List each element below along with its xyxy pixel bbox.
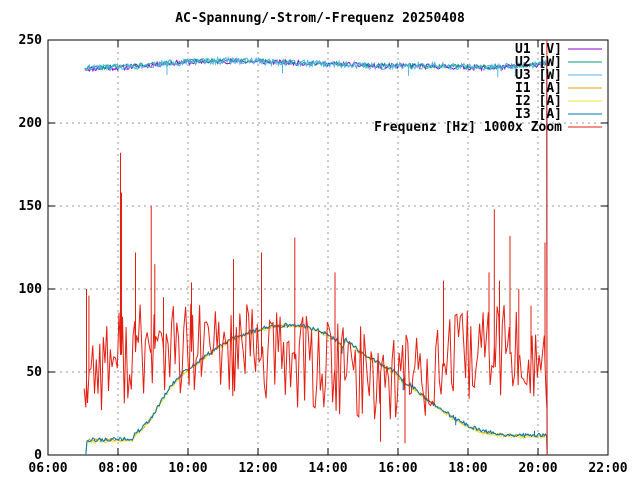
x-tick-label: 14:00 [308, 461, 347, 476]
x-tick-label: 06:00 [28, 461, 67, 476]
legend-label-Frequenz: Frequenz [Hz] 1000x Zoom [374, 120, 562, 135]
legend-label-U2: U2 [W] [515, 55, 562, 70]
y-tick-label: 150 [19, 199, 43, 214]
x-tick-label: 20:00 [518, 461, 557, 476]
legend: U1 [V]U2 [W]U3 [W]I1 [A]I2 [A]I3 [A]Freq… [374, 42, 602, 135]
x-tick-label: 18:00 [448, 461, 487, 476]
y-tick-label: 50 [26, 365, 42, 380]
y-tick-label: 200 [19, 116, 43, 131]
legend-label-U3: U3 [W] [515, 68, 562, 83]
legend-label-I3: I3 [A] [515, 107, 562, 122]
series-I3 [85, 322, 548, 456]
tick-labels: 06:00 08:00 10:00 12:00 14:00 16:00 18:00 20:00… [19, 33, 628, 476]
x-tick-label: 16:00 [378, 461, 417, 476]
y-tick-label: 100 [19, 282, 43, 297]
series-I2 [85, 324, 548, 456]
y-tick-label: 0 [34, 448, 42, 463]
series-U3 [84, 55, 548, 456]
legend-label-U1: U1 [V] [515, 42, 562, 57]
y-tick-label: 250 [19, 33, 43, 48]
axes [47, 39, 609, 456]
legend-label-I1: I1 [A] [515, 81, 562, 96]
chart-title: AC-Spannung/-Strom/-Frequenz 20250408 [175, 11, 465, 26]
x-tick-label: 12:00 [238, 461, 277, 476]
x-tick-label: 08:00 [98, 461, 137, 476]
legend-label-I2: I2 [A] [515, 94, 562, 109]
series-Frequenz [83, 40, 548, 456]
x-tick-label: 10:00 [168, 461, 207, 476]
x-tick-label: 22:00 [588, 461, 627, 476]
